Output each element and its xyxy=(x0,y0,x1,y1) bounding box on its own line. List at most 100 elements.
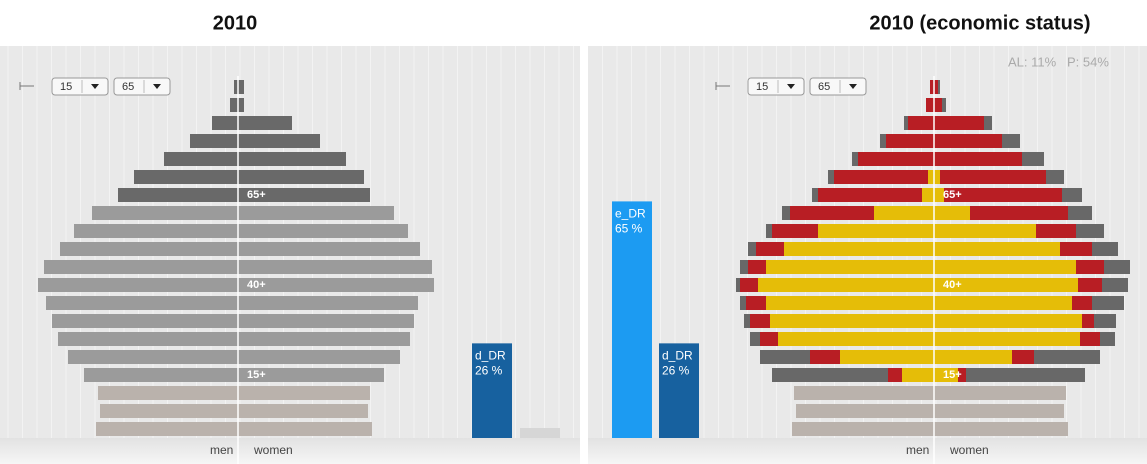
pyramid-bar xyxy=(238,206,394,220)
pyramid-bar xyxy=(940,170,1046,184)
pyramid-bar xyxy=(934,260,1076,274)
pyramid-bar xyxy=(840,350,934,364)
pyramid-bar xyxy=(748,260,766,274)
pyramid-bar xyxy=(934,134,1002,148)
pyramid-bar xyxy=(810,350,840,364)
sex-label: women xyxy=(253,443,293,457)
pyramid-bar xyxy=(38,278,238,292)
pyramid-bar xyxy=(934,206,970,220)
pyramid-bar xyxy=(238,278,434,292)
pyramid-bar xyxy=(934,296,1072,310)
age-label: 40+ xyxy=(247,279,266,291)
pyramid-bar xyxy=(944,188,1062,202)
pyramid-bar xyxy=(770,314,934,328)
chart-title: 2010 (economic status) xyxy=(869,12,1090,34)
age-dropdown[interactable] xyxy=(113,77,171,96)
pyramid-bar xyxy=(736,278,740,292)
pyramid-bar xyxy=(926,98,934,112)
pyramid-bar xyxy=(60,242,238,256)
pyramid-bar xyxy=(238,80,244,94)
pyramid-bar xyxy=(1102,278,1128,292)
pyramid-bar xyxy=(750,314,770,328)
age-label: 40+ xyxy=(943,279,962,291)
pyramid-bar xyxy=(934,152,1022,166)
pyramid-bar xyxy=(772,224,818,238)
sex-label: men xyxy=(210,443,233,457)
pyramid-bar xyxy=(934,116,984,130)
age-dropdown[interactable] xyxy=(747,77,805,96)
status-text: P: 54% xyxy=(1067,54,1109,69)
pyramid-bar xyxy=(1078,278,1102,292)
pyramid-bar xyxy=(760,332,778,346)
age-label: 15+ xyxy=(943,369,962,381)
pyramid-bar xyxy=(784,242,934,256)
pyramid-bar xyxy=(782,206,790,220)
pyramid-bar xyxy=(934,80,938,94)
pyramid-bar xyxy=(238,188,370,202)
pyramid-bar xyxy=(790,206,874,220)
pyramid-bar xyxy=(238,422,372,436)
pyramid-bar xyxy=(740,296,746,310)
pyramid-bar xyxy=(98,386,238,400)
footer-strip xyxy=(588,438,1147,464)
pyramid-bar xyxy=(858,152,934,166)
pyramid-bar xyxy=(902,368,934,382)
pyramid-bar xyxy=(1092,296,1124,310)
pyramid-bar xyxy=(748,242,756,256)
pyramid-bar xyxy=(812,188,818,202)
pyramid-bar xyxy=(746,296,766,310)
pyramid-bar xyxy=(934,386,1066,400)
pyramid-bar xyxy=(238,368,384,382)
age-dropdown[interactable] xyxy=(51,77,109,96)
pyramid-bar xyxy=(794,386,934,400)
pyramid-bar xyxy=(238,296,418,310)
pyramid-bar xyxy=(818,188,922,202)
pyramid-bar xyxy=(934,368,958,382)
pyramid-bar xyxy=(934,314,1082,328)
pyramid-bar xyxy=(886,134,934,148)
pyramid-bar xyxy=(234,80,238,94)
pyramid-bar xyxy=(238,116,292,130)
pyramid-bar xyxy=(922,188,934,202)
pyramid-bar xyxy=(874,206,934,220)
pyramid-bar xyxy=(1094,314,1116,328)
dependency-bar xyxy=(612,201,652,438)
pyramid-bar xyxy=(92,206,238,220)
pyramid-bar xyxy=(888,368,902,382)
dependency-bar xyxy=(659,343,699,438)
dropdown-value: 15 xyxy=(756,81,768,93)
pyramid-bar xyxy=(766,296,934,310)
pyramid-bar xyxy=(928,170,934,184)
pyramid-bar xyxy=(766,224,772,238)
dropdown-arrow xyxy=(91,84,99,89)
dropdown-value: 65 xyxy=(122,81,134,93)
pyramid-bar xyxy=(934,242,1060,256)
pyramid-bar xyxy=(760,350,810,364)
age-label: 15+ xyxy=(247,369,266,381)
pyramid-bar xyxy=(238,152,346,166)
pyramid-bar xyxy=(1062,188,1082,202)
pyramid-bar xyxy=(778,332,934,346)
pyramid-bar xyxy=(238,332,410,346)
pyramid-bar xyxy=(1012,350,1034,364)
pyramid-bar xyxy=(930,80,934,94)
pyramid-bar xyxy=(1092,242,1118,256)
sex-label: women xyxy=(949,443,989,457)
pyramid-bar xyxy=(934,404,1064,418)
pyramid-bar xyxy=(880,134,886,148)
pyramid-bar xyxy=(1076,224,1104,238)
pyramid-bar xyxy=(74,224,238,238)
pyramid-bar xyxy=(238,134,320,148)
age-label: 65+ xyxy=(943,189,962,201)
pyramid-bar xyxy=(984,116,992,130)
pyramid-bar xyxy=(758,278,934,292)
pyramid-bar xyxy=(958,368,966,382)
pyramid-bar xyxy=(100,404,238,418)
pyramid-bar xyxy=(238,224,408,238)
pyramid-bar xyxy=(238,170,364,184)
pyramid-bar xyxy=(230,98,238,112)
age-dropdown[interactable] xyxy=(809,77,867,96)
pyramid-bar xyxy=(966,368,1085,382)
pyramid-bar xyxy=(852,152,858,166)
